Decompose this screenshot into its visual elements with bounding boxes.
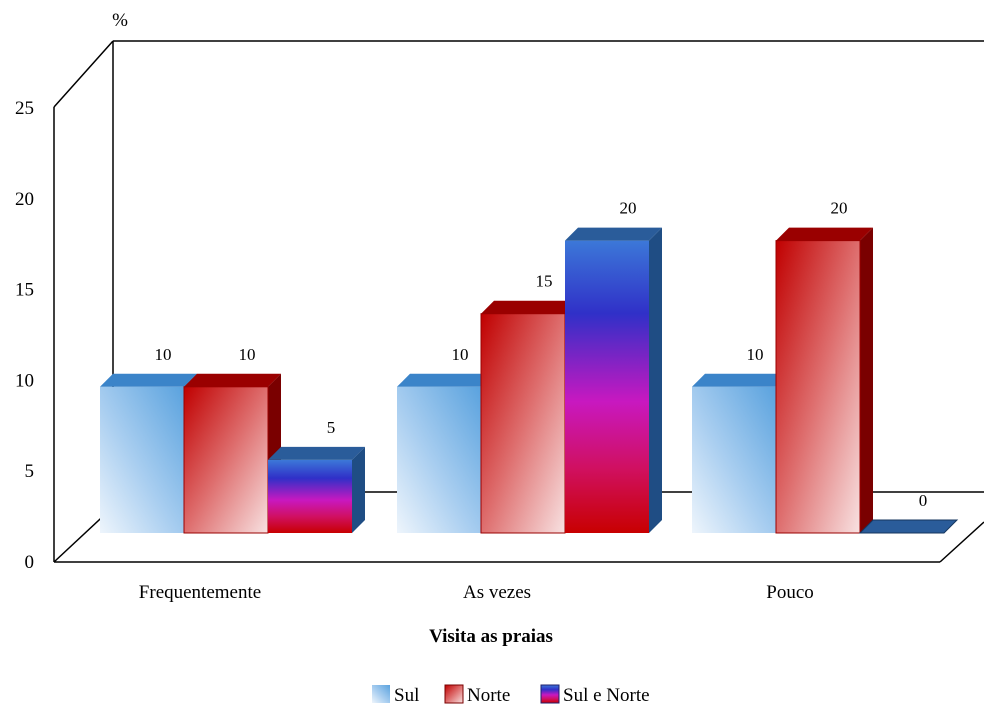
bar <box>480 313 566 534</box>
data-label: 10 <box>452 345 469 364</box>
bar <box>692 386 776 533</box>
legend-label: Norte <box>467 685 510 705</box>
legend-label: Sul e Norte <box>563 685 650 705</box>
bar <box>183 386 269 534</box>
bar <box>565 240 649 533</box>
x-axis-title: Visita as praias <box>429 626 553 647</box>
x-category-label: Pouco <box>766 582 814 603</box>
y-tick-label: 20 <box>15 189 34 210</box>
bar <box>775 240 861 534</box>
data-label: 5 <box>327 418 336 437</box>
y-tick-label: 15 <box>15 280 34 301</box>
bar-side <box>352 446 365 533</box>
bar-side <box>860 227 873 533</box>
bar-top <box>100 373 197 387</box>
data-label: 10 <box>747 345 764 364</box>
legend-swatch <box>540 684 560 704</box>
bar-top <box>397 373 494 387</box>
bar <box>858 519 959 534</box>
y-tick-label: 25 <box>15 98 34 119</box>
data-label: 10 <box>155 345 172 364</box>
x-category-label: As vezes <box>463 582 531 603</box>
data-label: 20 <box>620 199 637 218</box>
bar-top <box>481 300 578 314</box>
y-axis-unit-label: % <box>112 10 128 31</box>
bar-top <box>184 373 281 387</box>
data-label: 15 <box>536 272 553 291</box>
bar <box>100 386 184 533</box>
y-tick-label: 5 <box>25 461 35 482</box>
side-wall-top-edge <box>53 40 114 108</box>
bar-top <box>565 227 662 241</box>
bar-top <box>268 446 365 460</box>
bar-top <box>692 373 789 387</box>
bar <box>397 386 481 533</box>
legend-swatch <box>372 685 390 703</box>
y-tick-label: 10 <box>15 370 34 391</box>
legend-label: Sul <box>394 685 419 705</box>
x-category-label: Frequentemente <box>139 582 261 603</box>
data-label: 10 <box>239 345 256 364</box>
bar-side <box>649 227 662 533</box>
legend-swatch <box>444 684 464 704</box>
y-tick-label: 0 <box>25 552 35 573</box>
floor-right-edge <box>939 521 984 563</box>
data-label: 0 <box>919 491 928 510</box>
data-label: 20 <box>831 199 848 218</box>
bar-top <box>776 227 873 241</box>
bar <box>268 459 352 533</box>
